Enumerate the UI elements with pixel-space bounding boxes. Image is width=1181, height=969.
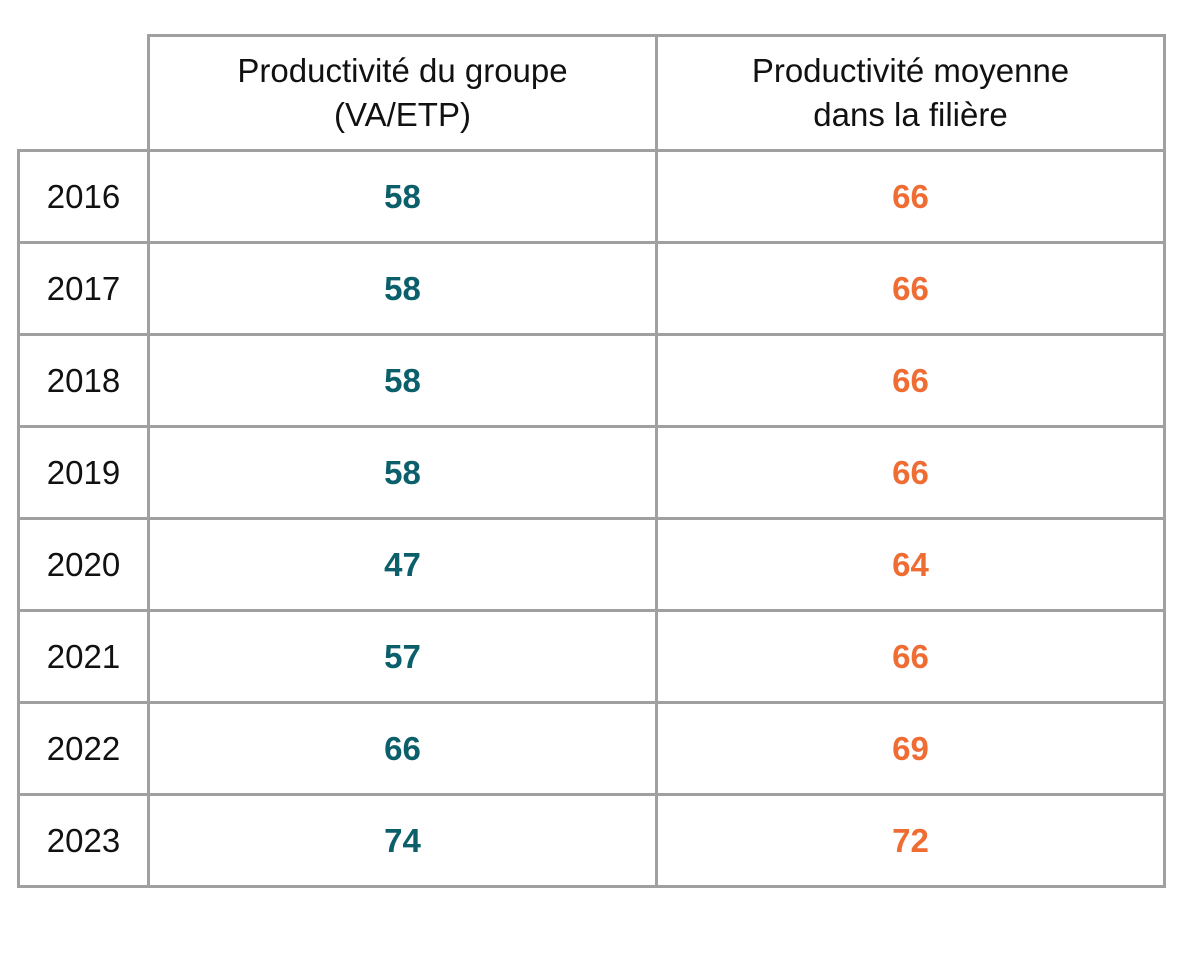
- filiere-value-cell: 66: [655, 609, 1166, 704]
- filiere-value-cell: 66: [655, 241, 1166, 336]
- year-cell: 2020: [17, 517, 150, 612]
- filiere-value-cell: 69: [655, 701, 1166, 796]
- year-cell: 2018: [17, 333, 150, 428]
- year-cell: 2022: [17, 701, 150, 796]
- filiere-value-cell: 72: [655, 793, 1166, 888]
- group-value-cell: 58: [147, 425, 658, 520]
- table-row: 2020 47 64: [17, 517, 1166, 612]
- year-cell: 2017: [17, 241, 150, 336]
- header-group: Productivité du groupe (VA/ETP): [147, 34, 658, 152]
- filiere-value-cell: 66: [655, 149, 1166, 244]
- table-row: 2022 66 69: [17, 701, 1166, 796]
- table-row: 2016 58 66: [17, 149, 1166, 244]
- group-value-cell: 58: [147, 149, 658, 244]
- table-row: 2017 58 66: [17, 241, 1166, 336]
- header-row: Productivité du groupe (VA/ETP) Productiv…: [18, 34, 1166, 152]
- group-value-cell: 74: [147, 793, 658, 888]
- filiere-value-cell: 64: [655, 517, 1166, 612]
- year-cell: 2023: [17, 793, 150, 888]
- filiere-value-cell: 66: [655, 333, 1166, 428]
- header-group-line2: (VA/ETP): [334, 96, 471, 133]
- filiere-value-cell: 66: [655, 425, 1166, 520]
- year-cell: 2016: [17, 149, 150, 244]
- header-filiere-line2: dans la filière: [813, 96, 1008, 133]
- group-value-cell: 66: [147, 701, 658, 796]
- group-value-cell: 47: [147, 517, 658, 612]
- group-value-cell: 57: [147, 609, 658, 704]
- table-row: 2019 58 66: [17, 425, 1166, 520]
- table-row: 2021 57 66: [17, 609, 1166, 704]
- header-group-line1: Productivité du groupe: [237, 52, 568, 89]
- productivity-table: Productivité du groupe (VA/ETP) Productiv…: [17, 34, 1166, 888]
- table-row: 2023 74 72: [17, 793, 1166, 888]
- header-filiere-line1: Productivité moyenne: [751, 52, 1070, 89]
- year-cell: 2019: [17, 425, 150, 520]
- header-blank: [18, 35, 150, 152]
- year-cell: 2021: [17, 609, 150, 704]
- table-row: 2018 58 66: [17, 333, 1166, 428]
- header-filiere: Productivité moyenne dans la filière: [655, 34, 1166, 152]
- group-value-cell: 58: [147, 333, 658, 428]
- group-value-cell: 58: [147, 241, 658, 336]
